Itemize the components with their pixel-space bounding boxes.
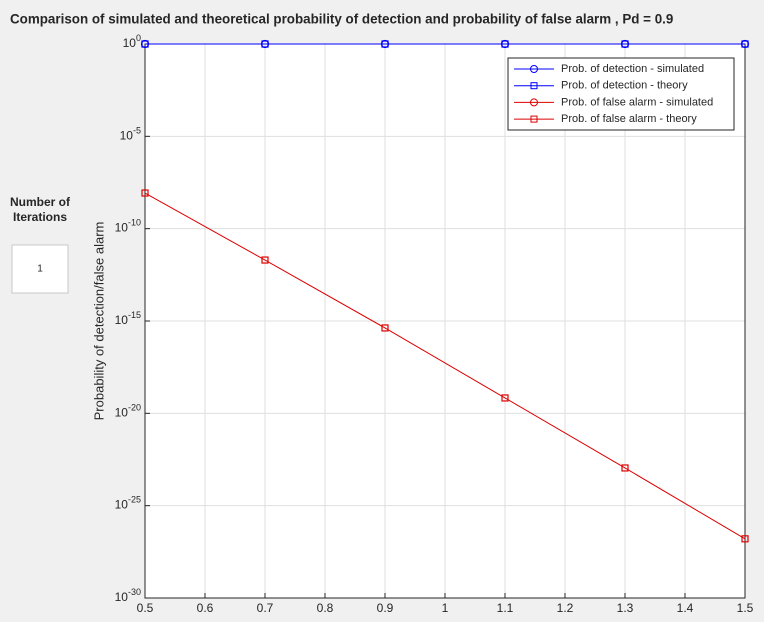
x-tick-label: 1 — [442, 601, 449, 615]
legend-marker — [530, 82, 538, 90]
x-tick-label: 1.2 — [557, 601, 574, 615]
data-point — [621, 464, 629, 472]
iterations-label: Number of — [10, 195, 71, 209]
data-point — [621, 40, 629, 48]
data-point — [381, 40, 389, 48]
y-tick-exp: -5 — [133, 126, 141, 136]
legend-marker — [530, 65, 538, 73]
legend-label: Prob. of false alarm - theory — [561, 113, 697, 125]
y-tick-base: 10 — [115, 498, 129, 512]
y-tick-label: 10-25 — [115, 495, 141, 512]
x-tick-label: 1.4 — [677, 601, 694, 615]
x-tick-label: 0.5 — [137, 601, 154, 615]
y-tick-label: 10-10 — [115, 218, 141, 235]
legend-label: Prob. of detection - theory — [561, 80, 688, 92]
y-tick-label: 10-20 — [115, 403, 141, 420]
legend-marker — [530, 98, 538, 107]
x-tick-label: 1.3 — [617, 601, 634, 615]
data-point — [261, 40, 269, 48]
y-tick-base: 10 — [115, 221, 129, 235]
y-tick-exp: -10 — [128, 218, 141, 228]
y-tick-exp: -30 — [128, 587, 141, 597]
legend-label: Prob. of detection - simulated — [561, 63, 704, 75]
y-axis-label: Probability of detection/false alarm — [91, 222, 106, 421]
legend-box — [507, 57, 735, 131]
y-tick-base: 10 — [115, 590, 129, 604]
series-line — [144, 192, 746, 540]
legend-label: Prob. of false alarm - simulated — [561, 96, 713, 108]
legend-marker — [530, 115, 538, 123]
iterations-input[interactable] — [11, 244, 69, 294]
y-tick-exp: -20 — [128, 403, 141, 413]
y-tick-base: 10 — [115, 313, 129, 327]
y-tick-base: 10 — [123, 36, 137, 50]
y-tick-label: 10-5 — [120, 126, 141, 143]
y-tick-exp: 0 — [136, 33, 141, 43]
x-tick-label: 0.6 — [197, 601, 214, 615]
data-point — [381, 324, 389, 332]
y-tick-base: 10 — [115, 406, 129, 420]
iterations-label: Iterations — [13, 210, 67, 224]
x-tick-label: 1.5 — [737, 601, 754, 615]
y-tick-exp: -15 — [128, 310, 141, 320]
data-point — [501, 394, 509, 402]
chart-title: Comparison of simulated and theoretical … — [10, 12, 673, 27]
y-tick-label: 100 — [123, 33, 141, 50]
data-point — [741, 40, 749, 48]
data-point — [741, 535, 749, 543]
data-point — [141, 40, 149, 48]
data-point — [261, 256, 269, 264]
x-tick-label: 0.9 — [377, 601, 394, 615]
y-tick-base: 10 — [120, 129, 134, 143]
x-tick-label: 0.8 — [317, 601, 334, 615]
x-tick-label: 1.1 — [497, 601, 514, 615]
y-tick-exp: -25 — [128, 495, 141, 505]
data-point — [141, 189, 149, 197]
y-tick-label: 10-15 — [115, 310, 141, 327]
y-tick-label: 10-30 — [115, 587, 141, 604]
data-point — [501, 40, 509, 48]
iterations-value[interactable]: 1 — [37, 264, 43, 275]
x-tick-label: 0.7 — [257, 601, 274, 615]
